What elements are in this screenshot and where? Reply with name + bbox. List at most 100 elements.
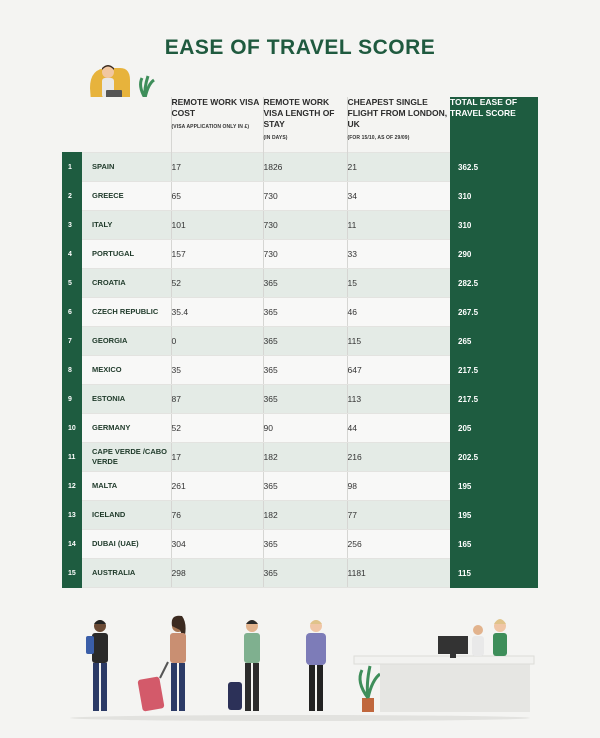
header-total-score: TOTAL EASE OF TRAVEL SCORE [450,97,538,153]
rank-cell: 15 [62,558,82,588]
country-cell: MEXICO [82,355,171,385]
visa-cost-cell: 101 [170,210,263,240]
flight-cost-cell: 216 [346,442,450,472]
visa-cost-cell: 52 [170,413,263,443]
table-header-row: REMOTE WORK VISA COST (VISA APPLICATION … [62,97,538,153]
header-label: TOTAL EASE OF TRAVEL SCORE [450,97,518,118]
rank-cell: 14 [62,529,82,559]
table-row: 12 MALTA 261 365 98 195 [62,471,538,501]
visa-length-cell: 730 [262,210,347,240]
visa-length-cell: 365 [262,558,347,588]
total-score-cell: 310 [450,210,538,240]
travelers-illustration [70,615,535,721]
visa-length-cell: 730 [262,181,347,211]
total-score-cell: 217.5 [450,384,538,414]
rank-cell: 2 [62,181,82,211]
table-row: 8 MEXICO 35 365 647 217.5 [62,355,538,385]
visa-length-cell: 365 [262,355,347,385]
visa-length-cell: 182 [262,500,347,530]
visa-cost-cell: 35.4 [170,297,263,327]
visa-length-cell: 1826 [262,152,347,182]
visa-length-cell: 365 [262,529,347,559]
table-row: 11 CAPE VERDE /CABO VERDE 17 182 216 202.5 [62,442,538,472]
flight-cost-cell: 46 [346,297,450,327]
country-cell: ESTONIA [82,384,171,414]
visa-cost-cell: 304 [170,529,263,559]
table-row: 1 SPAIN 17 1826 21 362.5 [62,152,538,182]
visa-cost-cell: 52 [170,268,263,298]
country-cell: ITALY [82,210,171,240]
flight-cost-cell: 33 [346,239,450,269]
total-score-cell: 217.5 [450,355,538,385]
rank-cell: 4 [62,239,82,269]
visa-cost-cell: 261 [170,471,263,501]
header-note: (VISA APPLICATION ONLY IN £) [171,124,250,130]
traveler-backpack-icon [86,620,108,711]
table-row: 14 DUBAI (UAE) 304 365 256 165 [62,529,538,559]
visa-cost-cell: 87 [170,384,263,414]
country-cell: CZECH REPUBLIC [82,297,171,327]
total-score-cell: 362.5 [450,152,538,182]
total-score-cell: 267.5 [450,297,538,327]
total-score-cell: 202.5 [450,442,538,472]
country-cell: PORTUGAL [82,239,171,269]
flight-cost-cell: 11 [346,210,450,240]
flight-cost-cell: 98 [346,471,450,501]
visa-cost-cell: 65 [170,181,263,211]
table-row: 2 GREECE 65 730 34 310 [62,181,538,211]
total-score-cell: 265 [450,326,538,356]
table-row: 4 PORTUGAL 157 730 33 290 [62,239,538,269]
table-row: 15 AUSTRALIA 298 365 1181 115 [62,558,538,588]
country-cell: DUBAI (UAE) [82,529,171,559]
traveler-phone-icon [228,620,260,711]
visa-cost-cell: 0 [170,326,263,356]
country-cell: GEORGIA [82,326,171,356]
flight-cost-cell: 15 [346,268,450,298]
table-row: 9 ESTONIA 87 365 113 217.5 [62,384,538,414]
rank-cell: 5 [62,268,82,298]
flight-cost-cell: 256 [346,529,450,559]
table-row: 6 CZECH REPUBLIC 35.4 365 46 267.5 [62,297,538,327]
rank-cell: 13 [62,500,82,530]
header-cheapest-flight: CHEAPEST SINGLE FLIGHT FROM LONDON, UK (… [346,97,450,153]
country-cell: CAPE VERDE /CABO VERDE [82,442,171,472]
header-label: REMOTE WORK VISA COST [171,97,260,118]
flight-cost-cell: 77 [346,500,450,530]
page-title: EASE OF TRAVEL SCORE [164,36,436,59]
country-cell: ICELAND [82,500,171,530]
total-score-cell: 205 [450,413,538,443]
visa-length-cell: 365 [262,471,347,501]
total-score-cell: 115 [450,558,538,588]
total-score-cell: 195 [450,500,538,530]
header-blank [82,97,171,153]
country-cell: AUSTRALIA [82,558,171,588]
header-label: CHEAPEST SINGLE FLIGHT FROM LONDON, UK [347,97,448,129]
header-visa-cost: REMOTE WORK VISA COST (VISA APPLICATION … [170,97,263,153]
visa-length-cell: 365 [262,384,347,414]
ease-of-travel-table: REMOTE WORK VISA COST (VISA APPLICATION … [62,97,538,588]
visa-cost-cell: 298 [170,558,263,588]
rank-cell: 11 [62,442,82,472]
flight-cost-cell: 113 [346,384,450,414]
country-cell: GERMANY [82,413,171,443]
visa-cost-cell: 157 [170,239,263,269]
visa-cost-cell: 35 [170,355,263,385]
traveler-icon [306,620,326,711]
visa-length-cell: 365 [262,326,347,356]
visa-length-cell: 365 [262,297,347,327]
table-row: 7 GEORGIA 0 365 115 265 [62,326,538,356]
country-cell: CROATIA [82,268,171,298]
visa-length-cell: 182 [262,442,347,472]
visa-cost-cell: 17 [170,442,263,472]
rank-cell: 7 [62,326,82,356]
visa-cost-cell: 17 [170,152,263,182]
header-label: REMOTE WORK VISA LENGTH OF STAY [263,97,335,129]
rank-cell: 12 [62,471,82,501]
header-note: (IN DAYS) [263,135,288,141]
table-row: 3 ITALY 101 730 11 310 [62,210,538,240]
rank-cell: 9 [62,384,82,414]
total-score-cell: 165 [450,529,538,559]
visa-length-cell: 90 [262,413,347,443]
country-cell: GREECE [82,181,171,211]
country-cell: SPAIN [82,152,171,182]
